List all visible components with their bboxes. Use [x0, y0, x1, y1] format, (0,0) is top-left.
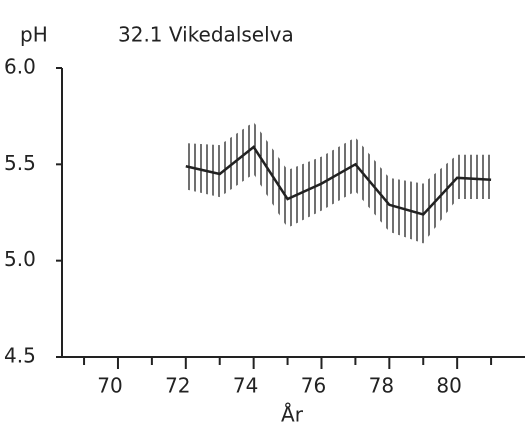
x-tick-label: 72	[165, 374, 190, 398]
y-tick-label: 4.5	[4, 344, 36, 368]
y-tick-label: 6.0	[4, 55, 36, 79]
x-tick-label: 70	[97, 374, 122, 398]
x-tick-label: 76	[301, 374, 326, 398]
data-line	[185, 145, 492, 216]
x-axis-label: År	[281, 403, 304, 427]
x-tick-label: 78	[369, 374, 394, 398]
x-tick-label: 74	[233, 374, 258, 398]
y-tick-label: 5.5	[4, 151, 36, 175]
chart-title: 32.1 Vikedalselva	[118, 23, 294, 47]
y-tick-label: 5.0	[4, 247, 36, 271]
x-tick-label: 80	[436, 374, 461, 398]
y-axis-label: pH	[20, 23, 48, 47]
range-band	[185, 121, 492, 244]
